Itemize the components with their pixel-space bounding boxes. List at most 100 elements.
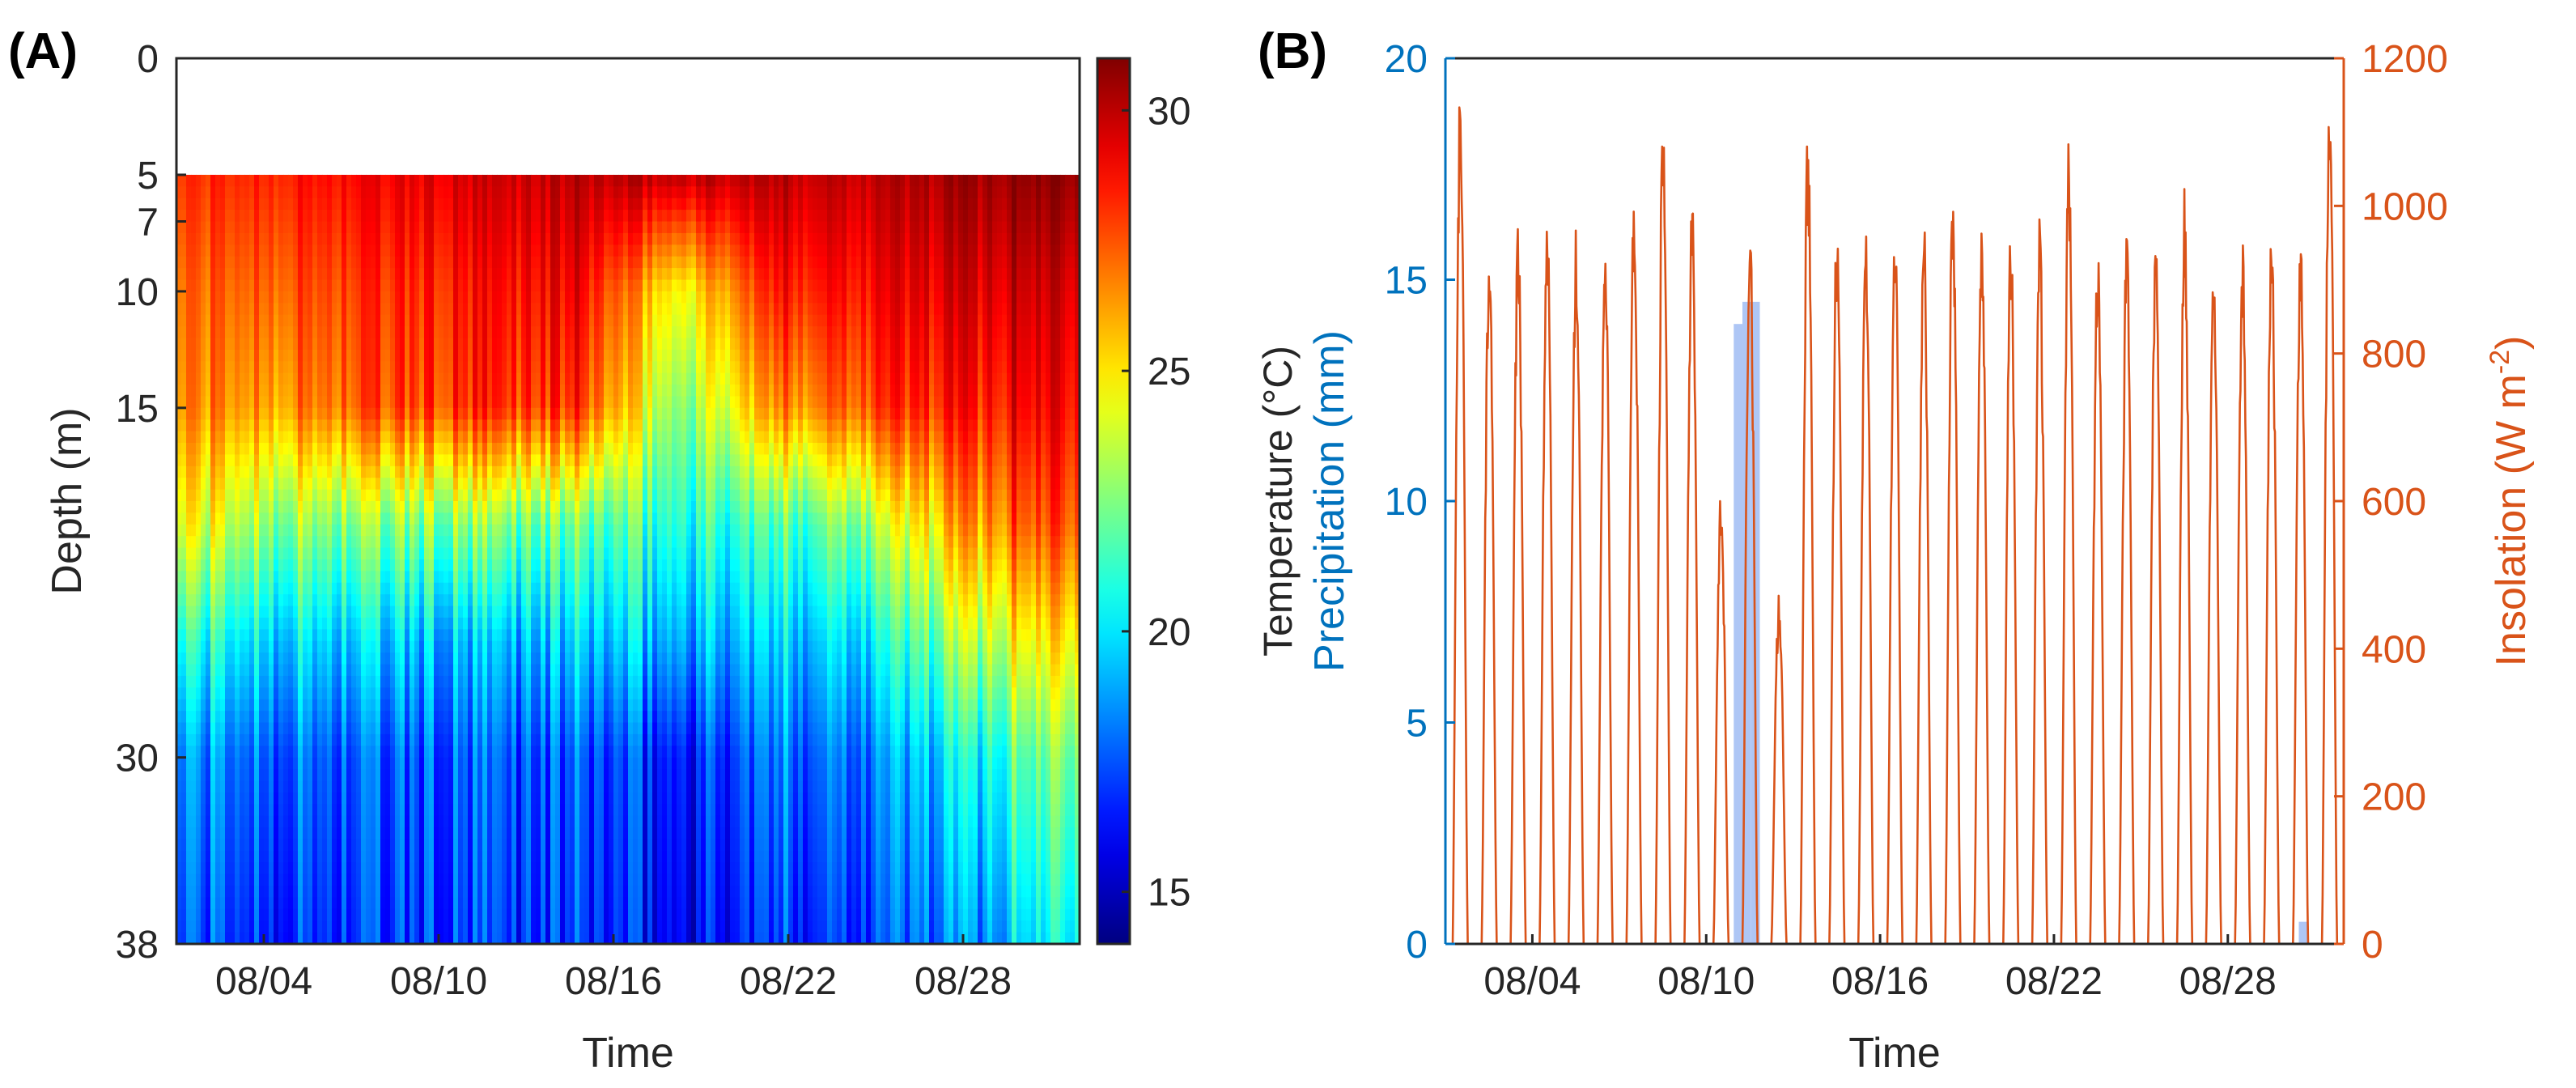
heatmap-cell xyxy=(351,536,357,549)
heatmap-cell xyxy=(371,629,376,642)
heatmap-cell xyxy=(186,186,192,199)
heatmap-cell xyxy=(322,722,328,735)
heatmap-cell xyxy=(264,465,269,479)
heatmap-cell xyxy=(293,862,299,875)
heatmap-cell xyxy=(176,303,182,316)
heatmap-cell xyxy=(487,210,493,223)
heatmap-cell xyxy=(186,221,192,234)
heatmap-cell xyxy=(264,932,269,944)
heatmap-cell xyxy=(487,606,493,618)
heatmap-cell xyxy=(497,629,503,642)
heatmap-cell xyxy=(240,478,245,491)
heatmap-cell xyxy=(366,606,371,618)
heatmap-cell xyxy=(400,232,405,246)
heatmap-cell xyxy=(269,244,274,257)
heatmap-cell xyxy=(410,361,415,374)
heatmap-cell xyxy=(380,733,386,747)
heatmap-cell xyxy=(269,722,274,735)
heatmap-cell xyxy=(541,291,546,304)
heatmap-cell xyxy=(473,804,478,817)
heatmap-cell xyxy=(274,815,279,828)
heatmap-cell xyxy=(434,571,439,584)
heatmap-cell xyxy=(351,664,357,677)
heatmap-cell xyxy=(201,279,206,292)
heatmap-cell xyxy=(507,733,512,747)
heatmap-cell xyxy=(400,385,405,397)
heatmap-cell xyxy=(536,652,541,665)
heatmap-cell xyxy=(371,664,376,677)
heatmap-cell xyxy=(516,559,522,572)
heatmap-cell xyxy=(274,210,279,223)
heatmap-cell xyxy=(298,268,303,281)
heatmap-cell xyxy=(468,186,473,199)
heatmap-cell xyxy=(181,652,187,665)
heatmap-cell xyxy=(439,501,444,514)
heatmap-cell xyxy=(303,652,308,665)
heatmap-cell xyxy=(293,372,299,385)
heatmap-cell xyxy=(410,396,415,409)
heatmap-cell xyxy=(186,361,192,374)
heatmap-cell xyxy=(298,372,303,385)
heatmap-cell xyxy=(429,221,435,234)
heatmap-cell xyxy=(293,174,299,188)
heatmap-cell xyxy=(526,198,532,210)
heatmap-cell xyxy=(220,757,226,770)
heatmap-cell xyxy=(317,675,323,689)
heatmap-cell xyxy=(516,804,522,817)
heatmap-cell xyxy=(376,711,381,724)
heatmap-cell xyxy=(308,664,313,677)
heatmap-cell xyxy=(220,687,226,700)
heatmap-cell xyxy=(346,932,352,944)
heatmap-cell xyxy=(477,827,483,840)
heatmap-cell xyxy=(371,920,376,933)
heatmap-cell xyxy=(477,862,483,875)
heatmap-cell xyxy=(342,501,347,514)
heatmap-cell xyxy=(206,221,211,234)
heatmap-cell xyxy=(361,699,367,712)
heatmap-cell xyxy=(356,804,362,817)
heatmap-cell xyxy=(210,198,216,210)
heatmap-cell xyxy=(278,349,284,363)
heatmap-cell xyxy=(507,407,512,421)
heatmap-cell xyxy=(502,198,507,210)
heatmap-cell xyxy=(371,443,376,456)
heatmap-cell xyxy=(230,407,236,421)
heatmap-cell xyxy=(541,338,546,351)
heatmap-cell xyxy=(526,780,532,793)
heatmap-cell xyxy=(405,733,410,747)
heatmap-cell xyxy=(429,431,435,444)
heatmap-cell xyxy=(492,186,498,199)
heatmap-cell xyxy=(463,396,469,409)
heatmap-cell xyxy=(516,675,522,689)
heatmap-cell xyxy=(487,652,493,665)
heatmap-cell xyxy=(536,244,541,257)
heatmap-cell xyxy=(439,664,444,677)
heatmap-cell xyxy=(283,501,289,514)
heatmap-cell xyxy=(405,873,410,886)
heatmap-cell xyxy=(385,232,391,246)
heatmap-cell xyxy=(376,232,381,246)
heatmap-cell xyxy=(308,454,313,467)
heatmap-cell xyxy=(541,547,546,560)
heatmap-cell xyxy=(405,419,410,432)
heatmap-cell xyxy=(531,431,537,444)
heatmap-cell xyxy=(337,886,342,899)
heatmap-cell xyxy=(371,221,376,234)
heatmap-cell xyxy=(487,664,493,677)
heatmap-cell xyxy=(240,396,245,409)
heatmap-cell xyxy=(502,512,507,525)
heatmap-cell xyxy=(196,338,202,351)
heatmap-cell xyxy=(274,780,279,793)
heatmap-cell xyxy=(220,873,226,886)
heatmap-cell xyxy=(473,640,478,653)
heatmap-cell xyxy=(497,873,503,886)
heatmap-cell xyxy=(487,792,493,805)
heatmap-cell xyxy=(380,326,386,339)
heatmap-cell xyxy=(201,244,206,257)
heatmap-cell xyxy=(516,571,522,584)
heatmap-cell xyxy=(507,536,512,549)
heatmap-cell xyxy=(541,407,546,421)
heatmap-cell xyxy=(269,711,274,724)
heatmap-cell xyxy=(312,733,318,747)
